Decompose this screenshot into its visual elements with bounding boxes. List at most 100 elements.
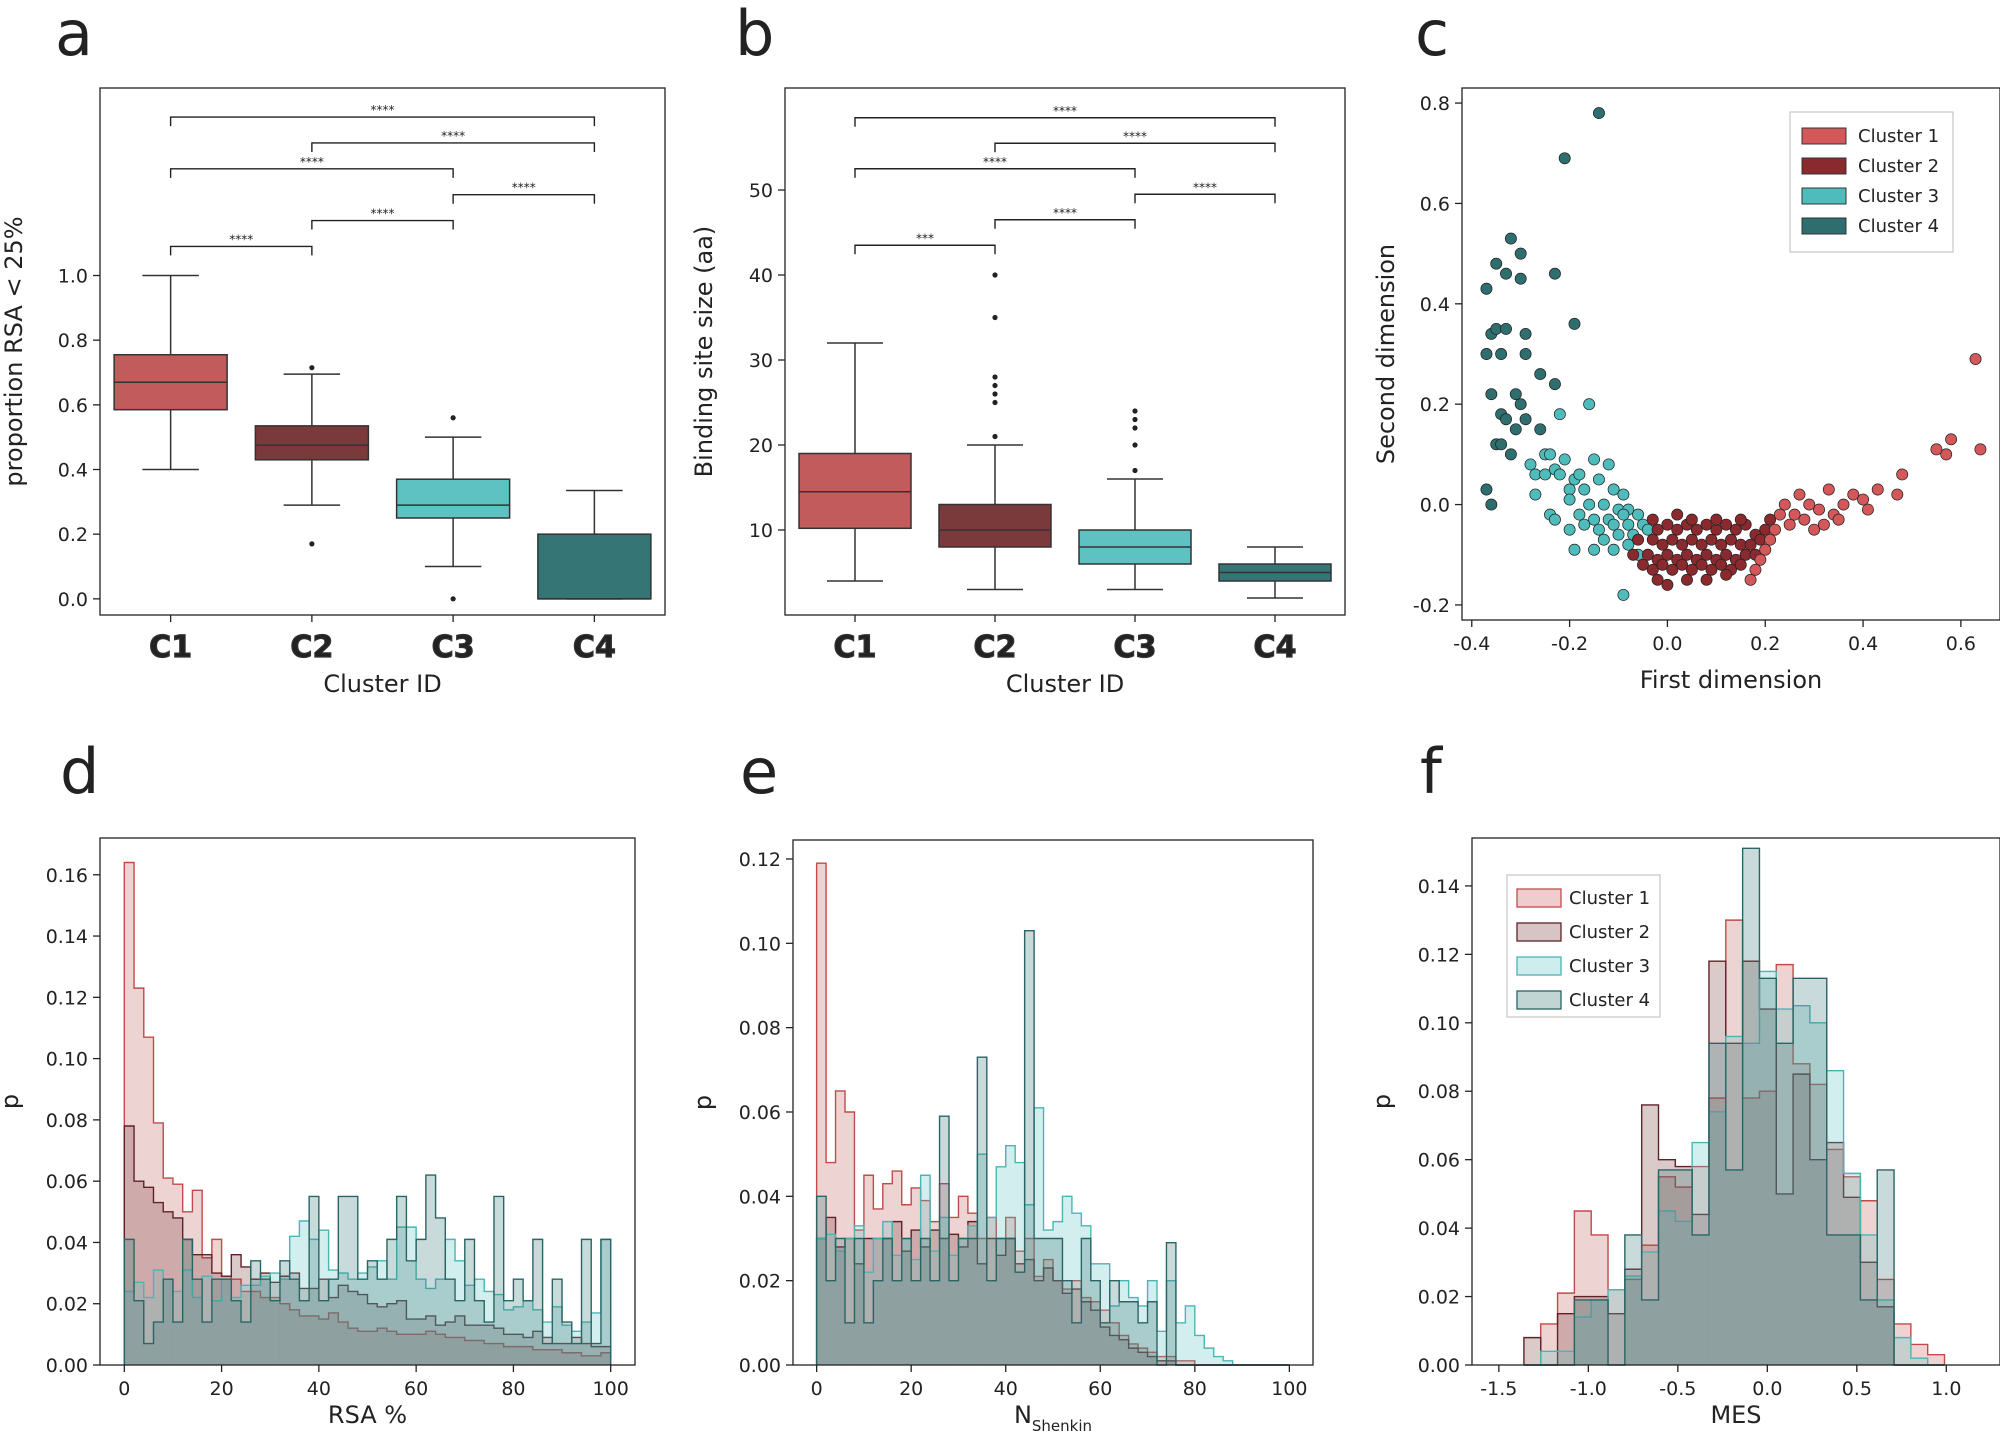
significance-label: **** [1193,180,1217,194]
scatter-point [1857,493,1870,506]
legend-swatch [1801,187,1847,205]
scatter-point [1588,543,1601,556]
histogram-bar [445,1239,456,1365]
histogram-bar [591,1312,601,1365]
histogram-bar [1557,1351,1575,1365]
histogram-bar [143,1187,154,1365]
histogram-bar [826,1217,836,1365]
histogram-cluster-2 [123,1125,612,1365]
box-iqr [798,452,912,530]
category-label-C4: C4 [1254,630,1297,665]
histogram-bar [1194,1335,1205,1365]
histogram-cluster-1 [1523,919,1946,1366]
y-tick-label: -0.2 [1413,595,1450,617]
histogram-outline [123,1125,612,1365]
histogram-bar [920,1175,931,1365]
x-tick-label: 40 [994,1378,1018,1400]
histogram-bar [835,1251,845,1365]
y-tick-label: 0.12 [46,987,88,1009]
panel-e: e 0 20 40 60 80 100 0.00 0.02 0.04 0.06 0.08 0.10 0.1… [689,735,1314,1435]
legend-label: Cluster 3 [1569,956,1650,977]
category-label-C3: C3 [1114,630,1157,665]
histogram-bar [241,1291,251,1365]
histogram-bar [396,1334,407,1365]
plot-frame [1461,87,2000,621]
scatter-point [1544,448,1556,461]
scatter-point [1578,518,1591,531]
scatter-point [1871,483,1884,496]
scatter-point [1930,443,1943,456]
x-tick-label: -0.4 [1453,633,1490,655]
histogram-bar [455,1300,465,1365]
histogram-bar [1034,1238,1044,1365]
histogram-bar [299,1315,310,1365]
histogram-bar [1742,961,1760,1365]
histogram-bar [1877,1306,1895,1365]
scatter-point [1720,518,1733,531]
scatter-point [1583,398,1596,411]
histogram-cluster-2 [1523,960,1945,1366]
histogram-bar [552,1279,563,1365]
scatter-point [1744,573,1757,586]
x-axis-label: Cluster ID [323,670,441,698]
histogram-bar [930,1221,940,1365]
bracket-line [311,219,454,230]
significance-bracket: **** [994,206,1136,229]
histogram-bar [163,1279,173,1365]
histogram-bar [1826,1234,1844,1365]
histogram-bar [600,1239,611,1365]
histogram-bar [1015,1251,1025,1365]
y-tick-label: 0.08 [1418,1081,1460,1103]
histogram-bar [318,1300,329,1365]
scatter-point [1637,558,1649,571]
histogram-bar [289,1279,300,1365]
significance-label: *** [916,231,934,245]
histogram-bar [260,1273,271,1365]
histogram-bar [1793,1063,1810,1365]
scatter-point [1524,458,1537,471]
scatter-point [1891,488,1904,501]
histogram-bar [221,1279,232,1365]
y-tick-label: 0.16 [46,865,88,887]
legend-label: Cluster 1 [1569,888,1650,909]
scatter-point [1490,257,1503,270]
x-tick-label: 0 [118,1378,130,1400]
histogram-bar [1157,1331,1167,1365]
panel-label-c: c [1415,0,1449,70]
legend-swatch [1801,127,1847,145]
scatter-point [1817,518,1830,531]
x-axis-label-subscript: Shenkin [1032,1417,1092,1435]
histogram-bar [134,1282,144,1365]
box-flier [450,596,456,602]
y-tick-label: 0.06 [46,1171,88,1193]
histogram-bar [1608,1313,1625,1365]
significance-bracket: **** [169,232,313,256]
histogram-bar [542,1343,553,1365]
x-tick-label: 100 [1271,1378,1307,1400]
scatter-point [1700,518,1713,531]
histogram-bar [1708,961,1726,1365]
x-axis-label: First dimension [1640,666,1822,694]
histogram-bar [513,1346,524,1365]
histogram-bar [1147,1280,1157,1365]
scatter-point [1715,538,1728,551]
histogram-bar [1071,1322,1082,1365]
x-axis-label: NShenkin [1014,1401,1092,1435]
y-tick-label: 0.00 [739,1355,781,1377]
histogram-bar [1090,1301,1101,1365]
histogram-bar [1793,978,1810,1365]
histogram-bar [835,1238,845,1365]
scatter-point [1529,488,1542,501]
scatter-point [1504,448,1517,461]
histogram-bar [1641,1245,1659,1365]
histogram-bar [930,1251,940,1365]
histogram-bar [309,1196,319,1365]
scatter-point [1847,488,1860,501]
legend-label: Cluster 2 [1569,922,1650,943]
scatter-point [1773,508,1786,521]
histogram-cluster-4 [815,929,1290,1366]
histogram-bar [406,1227,417,1365]
bracket-line [854,244,996,255]
histogram-bar [338,1322,349,1365]
histogram-bar [1894,1323,1911,1365]
